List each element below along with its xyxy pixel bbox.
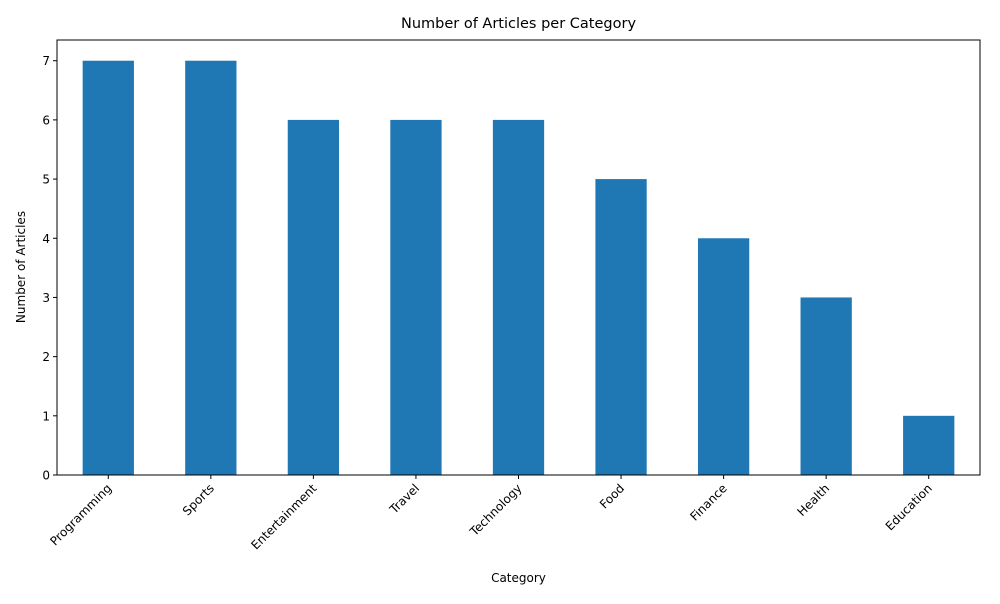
x-axis-label: Category <box>491 571 546 585</box>
bar-technology <box>492 119 545 476</box>
bars-group <box>82 60 955 476</box>
x-axis-ticks: Programming Sports Entertainment Travel Tech… <box>47 475 935 552</box>
x-tick-label: Food <box>597 481 627 511</box>
bar-entertainment <box>287 119 340 476</box>
y-tick-label: 6 <box>42 113 50 127</box>
x-tick-label: Travel <box>386 481 422 517</box>
y-tick-label: 1 <box>42 409 50 423</box>
bar-programming <box>82 60 134 475</box>
y-axis-ticks: 0 1 2 3 4 5 6 7 <box>42 54 57 483</box>
x-tick-label: Sports <box>180 481 217 518</box>
y-tick-label: 7 <box>42 54 50 68</box>
y-tick-label: 4 <box>42 232 50 246</box>
x-tick-label: Education <box>883 481 935 533</box>
bar-education <box>903 415 955 475</box>
y-tick-label: 5 <box>42 173 50 187</box>
x-tick-label: Technology <box>466 481 524 539</box>
bar-health <box>800 297 852 475</box>
bar-travel <box>390 119 442 476</box>
bar-sports <box>185 60 237 475</box>
bar-food <box>595 179 647 475</box>
chart-title: Number of Articles per Category <box>401 16 636 32</box>
y-tick-label: 2 <box>42 350 50 364</box>
x-tick-label: Programming <box>47 481 114 548</box>
plot-area-frame <box>56 39 981 476</box>
bar-finance <box>697 238 750 475</box>
y-tick-label: 3 <box>42 291 50 305</box>
x-tick-label: Health <box>795 481 833 519</box>
y-tick-label: 0 <box>42 469 50 483</box>
x-tick-label: Finance <box>687 481 729 523</box>
x-tick-label: Entertainment <box>248 481 319 552</box>
y-axis-label: Number of Articles <box>14 211 28 323</box>
